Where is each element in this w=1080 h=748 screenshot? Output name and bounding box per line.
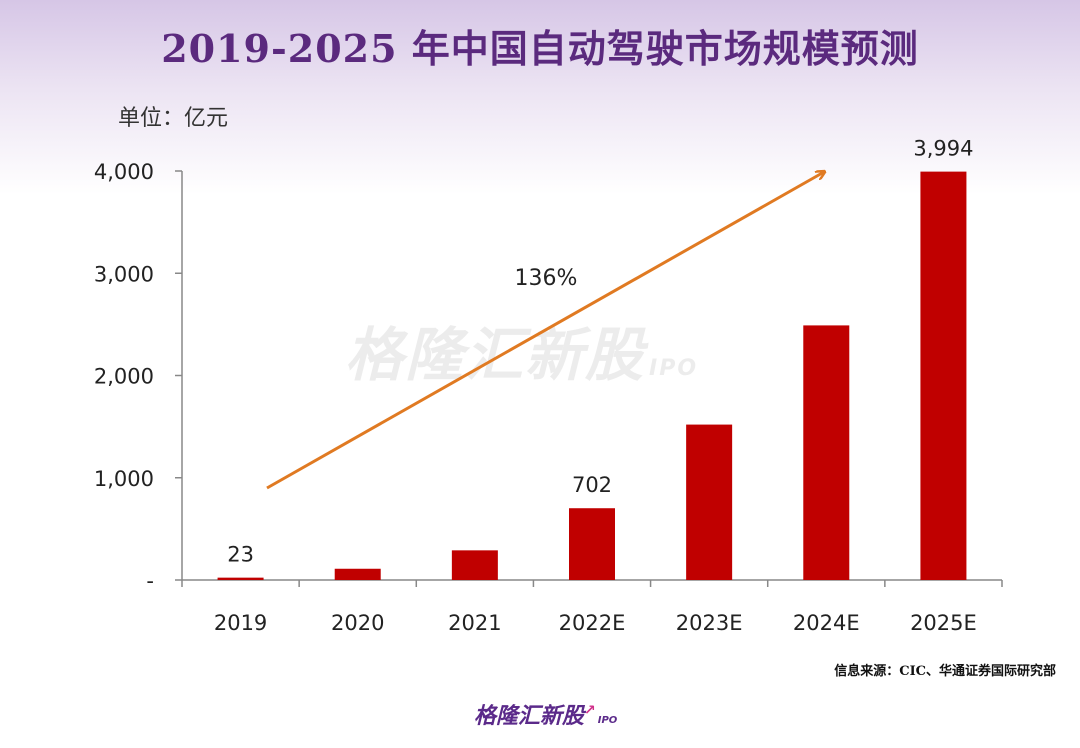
y-tick-label: -: [146, 569, 154, 593]
y-tick-label: 3,000: [94, 262, 154, 286]
growth-annotation: 136%: [515, 266, 578, 291]
y-tick-label: 1,000: [94, 467, 154, 491]
data-labels: 23 702 3,994: [227, 137, 973, 567]
data-label-2025E: 3,994: [913, 137, 973, 161]
logo-text: 格隆汇新股: [474, 704, 585, 729]
data-label-2022E: 702: [572, 473, 612, 497]
data-label-2019: 23: [227, 543, 254, 567]
x-axis: 2019 2020 2021 2022E 2023E 2024E 2025E: [181, 579, 1003, 635]
bars: [217, 171, 967, 580]
logo-sub: IPO: [597, 715, 618, 726]
bar-2023E: [686, 424, 733, 580]
x-tick-label: 2023E: [676, 611, 743, 635]
logo-arrow-icon: ↗: [584, 702, 596, 719]
watermark: 格隆汇新股 IPO: [345, 308, 698, 392]
x-tick-label: 2021: [448, 611, 501, 635]
bar-2025E: [920, 171, 967, 580]
bar-2019: [217, 577, 264, 580]
bar-2021: [451, 550, 498, 580]
trend-annotation: 136%: [266, 172, 824, 490]
x-tick-label: 2024E: [793, 611, 860, 635]
logo: 格隆汇新股↗IPO: [474, 698, 617, 730]
x-tick-label: 2019: [214, 611, 267, 635]
y-tick-label: 2,000: [94, 365, 154, 389]
chart-title: 2019-2025 年中国自动驾驶市场规模预测: [161, 26, 919, 71]
x-tick-label: 2020: [331, 611, 384, 635]
trend-arrow: [266, 172, 824, 490]
y-tick-label: 4,000: [94, 160, 154, 184]
y-axis: - 1,000 2,000 3,000 4,000: [94, 160, 183, 593]
bar-2024E: [803, 325, 850, 580]
source-note: 信息来源：CIC、华通证券国际研究部: [834, 664, 1056, 679]
x-tick-label: 2022E: [559, 611, 626, 635]
unit-label: 单位：亿元: [118, 106, 229, 131]
x-tick-label: 2025E: [910, 611, 977, 635]
watermark-sub: IPO: [649, 356, 699, 381]
bar-2020: [334, 568, 381, 580]
watermark-text: 格隆汇新股: [345, 321, 646, 389]
bar-2022E: [569, 508, 615, 580]
